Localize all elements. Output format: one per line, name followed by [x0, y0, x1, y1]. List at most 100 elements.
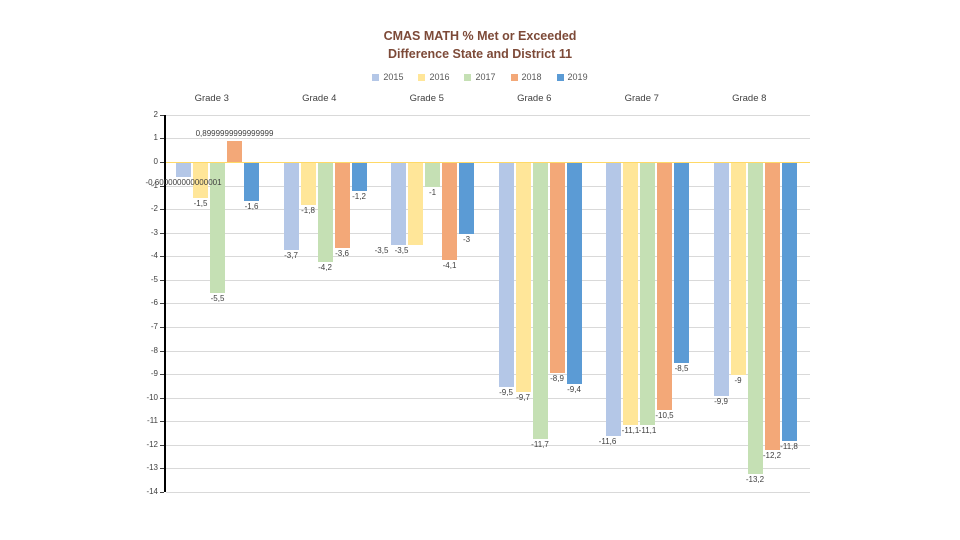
gridline: [166, 185, 810, 187]
bar-value-label: -1,6: [244, 201, 259, 211]
bar-2017-grade-3: [210, 163, 225, 293]
bar-2016-grade-3: [193, 163, 208, 199]
bar-2016-grade-5: [408, 163, 423, 246]
y-axis-tick: [160, 256, 164, 258]
legend-label: 2018: [521, 72, 542, 82]
bar-value-label: -4,2: [318, 262, 332, 272]
bar-value-label: -8,9: [550, 373, 564, 383]
legend-item-2019: 2019: [556, 72, 588, 82]
bar-value-label: -1,2: [352, 192, 366, 202]
bar-value-label: -11,8: [780, 442, 798, 452]
category-label-grade-5: Grade 5: [409, 93, 444, 104]
category-label-grade-6: Grade 6: [517, 93, 552, 104]
y-axis-tick-label: 0: [153, 157, 158, 166]
y-axis-tick-label: -8: [150, 345, 158, 355]
bar-2015-grade-8: [713, 163, 729, 397]
bar-value-label: -11,1: [621, 425, 640, 435]
category-label-grade-3: Grade 3: [194, 93, 229, 104]
legend-label: 2017: [475, 72, 496, 82]
bar-2019-grade-4: [351, 163, 367, 192]
bar-value-label: -3,7: [284, 251, 298, 261]
y-axis-tick: [160, 491, 164, 493]
bar-value-label: -1,5: [193, 199, 208, 209]
y-axis-tick: [160, 397, 164, 399]
bar-2015-grade-7: [606, 163, 621, 437]
y-axis-tick: [160, 209, 164, 211]
y-axis-tick: [160, 114, 164, 116]
legend-item-2017: 2017: [464, 72, 496, 82]
y-axis-tick-label: 2: [153, 109, 158, 119]
bar-value-label: -11,7: [531, 439, 549, 449]
bar-value-label: -1: [428, 187, 437, 197]
zero-gridline: [166, 162, 810, 163]
gridline: [166, 468, 810, 470]
bar-2018-grade-4: [334, 163, 350, 248]
bar-2017-grade-8: [747, 163, 763, 475]
gridline: [166, 350, 810, 352]
gridline: [166, 256, 810, 258]
bar-value-label: -9,9: [714, 397, 728, 407]
bar-2017-grade-6: [532, 163, 548, 439]
bar-2016-grade-7: [623, 163, 638, 425]
bar-value-label: -3: [462, 234, 471, 244]
bar-2015-grade-4: [283, 163, 299, 251]
gridline: [166, 138, 810, 140]
category-label-grade-7: Grade 7: [624, 93, 659, 104]
chart-title-line-1: CMAS MATH % Met or Exceeded: [383, 29, 577, 43]
legend-swatch-2016: [418, 73, 426, 81]
y-axis-tick: [160, 279, 164, 281]
y-axis-tick-label: -9: [150, 369, 158, 379]
chart-title-line-2: Difference State and District 11: [387, 47, 573, 61]
y-axis-tick: [160, 374, 164, 376]
legend-label: 2015: [383, 72, 404, 82]
y-axis-tick: [160, 468, 164, 470]
y-axis-tick: [160, 326, 164, 328]
y-axis-tick: [160, 350, 164, 352]
category-label-grade-4: Grade 4: [302, 93, 337, 104]
y-axis-tick-label: -12: [146, 439, 158, 449]
bar-value-label: -9,4: [567, 385, 581, 395]
bar-2015-grade-3: [176, 163, 191, 178]
bar-2018-grade-6: [549, 163, 565, 373]
legend-swatch-2018: [510, 73, 518, 81]
bar-value-label: -1,8: [301, 206, 315, 216]
gridline: [166, 397, 810, 399]
bar-value-label: -3,5: [394, 246, 409, 256]
bar-value-label: -11,1: [638, 425, 657, 435]
gridline: [166, 232, 810, 234]
bar-value-label: -5,5: [210, 293, 225, 303]
bar-2015-grade-5: [391, 163, 406, 246]
y-axis-tick-label: -1: [150, 180, 158, 190]
y-axis-tick-label: -14: [146, 486, 158, 496]
bar-2018-grade-3: [227, 140, 242, 162]
bar-value-label: -9,5: [499, 387, 513, 397]
legend-swatch-2015: [372, 73, 380, 81]
y-axis-tick-label: -4: [150, 251, 158, 261]
bar-2017-grade-7: [640, 163, 655, 425]
legend-label: 2019: [567, 72, 588, 82]
gridline: [166, 114, 810, 116]
y-axis-tick-label: -10: [146, 392, 158, 402]
bar-value-label: -0,600000000000001: [145, 178, 222, 188]
y-axis-tick: [160, 185, 164, 187]
y-axis-tick-label: -3: [150, 227, 158, 237]
y-axis-tick-label: -2: [150, 204, 158, 214]
bar-value-label: -12,2: [762, 451, 782, 461]
bar-2019-grade-8: [781, 163, 797, 442]
y-axis-tick-label: -7: [150, 321, 158, 331]
y-axis-tick: [160, 303, 164, 305]
y-axis-tick-label: -6: [150, 298, 158, 308]
y-axis-tick: [160, 138, 164, 140]
y-axis-tick: [160, 232, 164, 234]
bar-value-label: 0,8999999999999999: [195, 128, 274, 138]
category-label-grade-8: Grade 8: [732, 93, 767, 104]
bar-2019-grade-3: [244, 163, 259, 201]
bar-value-label: -3,6: [335, 248, 349, 258]
bar-value-label: -9,7: [516, 392, 530, 402]
bar-2018-grade-7: [657, 163, 672, 411]
y-axis-tick-label: 1: [153, 133, 158, 143]
y-axis-tick-label: -13: [146, 463, 158, 473]
legend-swatch-2017: [464, 73, 472, 81]
chart-legend: 2015 2016 2017 2018 2019: [0, 70, 960, 84]
bar-2016-grade-8: [730, 163, 746, 376]
